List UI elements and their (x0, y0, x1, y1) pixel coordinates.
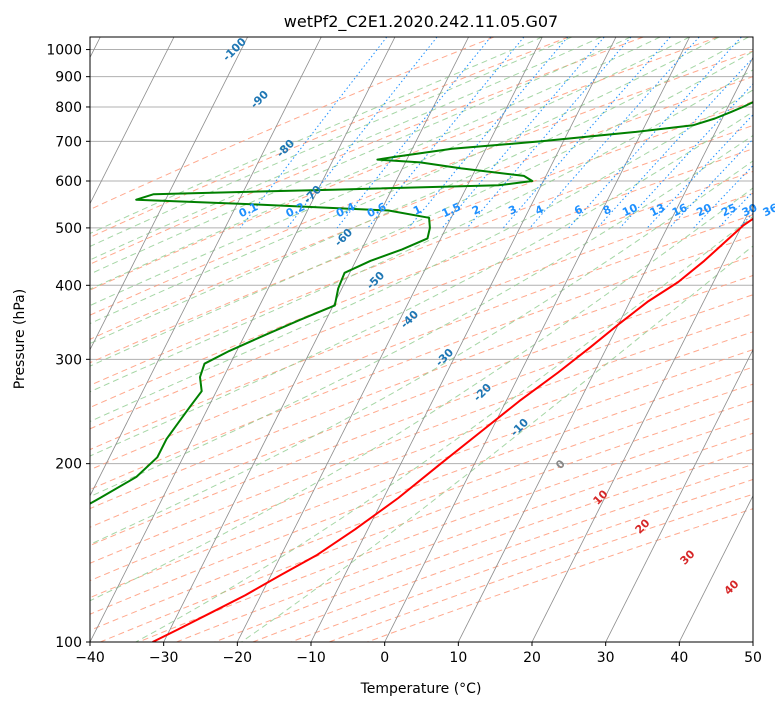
x-tick-label: −10 (296, 650, 326, 666)
dry-adiabat-line (90, 148, 753, 408)
dry-adiabat-line (90, 100, 753, 364)
isotherm-line (90, 37, 396, 642)
dry-adiabat-line (90, 37, 494, 211)
sounding-series (90, 101, 753, 642)
mixing-ratio-line (336, 37, 492, 229)
y-tick-label: 100 (55, 635, 82, 651)
dry-adiabat-line (90, 170, 753, 430)
moist-adiabat-line (90, 160, 753, 545)
chart-title: wetPf2_C2E1.2020.242.11.05.G07 (284, 12, 558, 32)
mixing-ratio-line (760, 37, 775, 228)
x-tick-label: −20 (223, 650, 253, 666)
mixing-ratio-line (669, 138, 753, 229)
moist-adiabat-line (90, 37, 690, 307)
isotherm-line (531, 202, 753, 642)
mixing-ratio-line (367, 37, 525, 229)
moist-adiabat-line (90, 37, 631, 275)
isotherm-line (163, 37, 469, 642)
x-axis-ticks: −40 −30 −20 −10 0 10 20 30 40 50 (75, 642, 762, 666)
y-tick-label: 700 (55, 134, 82, 150)
plot-frame (89, 36, 754, 643)
moist-adiabat-line (135, 215, 753, 642)
isotherm-line (605, 348, 753, 642)
isotherm-line (90, 37, 322, 497)
x-tick-label: 50 (744, 650, 762, 666)
dry-adiabat-line (90, 37, 719, 291)
dry-adiabat-line (214, 448, 753, 642)
moist-adiabat-line (90, 37, 749, 345)
isotherm-line (384, 37, 690, 642)
dry-adiabat-line (90, 192, 753, 451)
isotherm-line (310, 37, 617, 642)
dry-adiabat-line (176, 432, 753, 642)
dry-adiabat-line (100, 400, 753, 642)
dry-adiabat-line (328, 493, 753, 642)
moist-adiabat-line (90, 37, 661, 290)
y-tick-label: 600 (55, 174, 82, 190)
mixing-ratio-label: 10 (620, 201, 640, 219)
dry-adiabat-line (90, 37, 569, 238)
x-tick-label: 20 (523, 650, 541, 666)
mixing-ratio-label: 36 (761, 201, 775, 219)
moist-adiabat-line (90, 111, 753, 457)
mixing-ratio-label: 20 (694, 201, 714, 219)
moist-adiabat-line (90, 89, 753, 423)
x-axis-label: Temperature (°C) (360, 681, 482, 697)
dry-adiabat-line (252, 463, 753, 642)
x-tick-label: 0 (380, 650, 389, 666)
y-tick-label: 500 (55, 221, 82, 237)
x-tick-label: −30 (149, 650, 179, 666)
isotherm-line (90, 37, 175, 205)
pressure-gridlines (90, 49, 753, 642)
moist-adiabat-line (90, 37, 543, 235)
mixing-ratio-line (596, 57, 753, 229)
dry-adiabat-line (90, 214, 753, 471)
mixing-ratio-line (529, 37, 700, 229)
isotherm-line (752, 641, 753, 642)
dewpoint-profile-line (90, 101, 753, 505)
dry-adiabat-line (290, 478, 753, 642)
y-tick-label: 300 (55, 352, 82, 368)
temperature-profile-line (152, 217, 753, 642)
y-axis-ticks: 1000 900 800 700 600 500 400 300 200 100 (46, 43, 90, 651)
x-tick-label: 30 (597, 650, 615, 666)
moist-adiabat-line (90, 50, 753, 367)
mixing-ratio-label: 25 (719, 201, 738, 219)
mixing-ratio-lines (239, 37, 775, 229)
mixing-ratio-line (502, 37, 671, 229)
plot-background (90, 37, 753, 642)
dry-adiabat-line (90, 124, 753, 386)
mixing-ratio-label: 16 (670, 201, 690, 219)
y-tick-label: 900 (55, 70, 82, 86)
moist-adiabat-line (90, 134, 753, 498)
x-tick-label: −40 (75, 650, 105, 666)
isotherms (90, 37, 753, 642)
y-axis-label: Pressure (hPa) (12, 289, 28, 389)
mixing-ratio-label: 30 (740, 201, 760, 219)
x-tick-label: 10 (449, 650, 467, 666)
mixing-ratio-label: 13 (648, 201, 667, 219)
moist-adiabat-line (90, 69, 753, 393)
y-tick-label: 400 (55, 278, 82, 294)
isotherm-line (678, 494, 753, 642)
isotherm-line (90, 37, 248, 351)
mixing-ratio-line (408, 37, 569, 229)
y-tick-label: 200 (55, 457, 82, 473)
y-tick-label: 1000 (46, 43, 82, 59)
isotherm-line (457, 56, 753, 642)
y-tick-label: 800 (55, 100, 82, 116)
x-tick-label: 40 (670, 650, 688, 666)
dry-adiabat-line (90, 255, 753, 510)
isotherm-line (236, 37, 543, 642)
dry-adiabat-line (138, 416, 753, 642)
